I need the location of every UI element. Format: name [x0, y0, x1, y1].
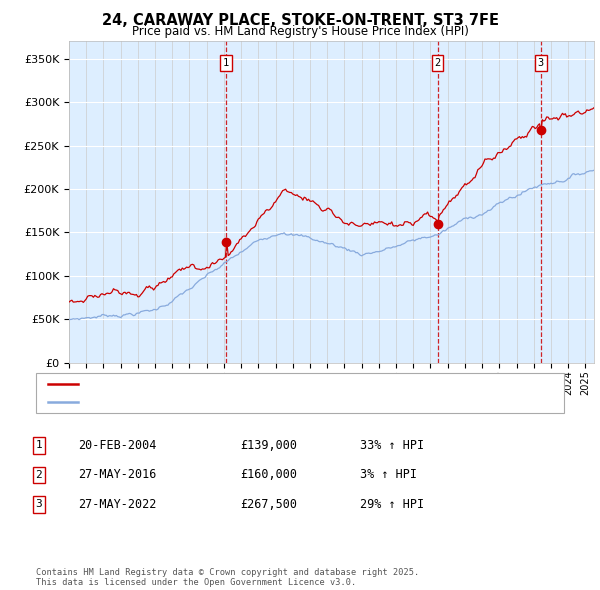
Text: 29% ↑ HPI: 29% ↑ HPI: [360, 498, 424, 511]
Text: 20-FEB-2004: 20-FEB-2004: [78, 439, 157, 452]
Text: 33% ↑ HPI: 33% ↑ HPI: [360, 439, 424, 452]
Text: 3: 3: [538, 58, 544, 68]
Text: 2: 2: [434, 58, 440, 68]
Text: £267,500: £267,500: [240, 498, 297, 511]
Text: 3: 3: [35, 500, 43, 509]
Text: 24, CARAWAY PLACE, STOKE-ON-TRENT, ST3 7FE (detached house): 24, CARAWAY PLACE, STOKE-ON-TRENT, ST3 7…: [84, 379, 431, 389]
Text: £160,000: £160,000: [240, 468, 297, 481]
Text: £139,000: £139,000: [240, 439, 297, 452]
Text: Price paid vs. HM Land Registry's House Price Index (HPI): Price paid vs. HM Land Registry's House …: [131, 25, 469, 38]
Text: 3% ↑ HPI: 3% ↑ HPI: [360, 468, 417, 481]
Text: 27-MAY-2016: 27-MAY-2016: [78, 468, 157, 481]
Text: Contains HM Land Registry data © Crown copyright and database right 2025.
This d: Contains HM Land Registry data © Crown c…: [36, 568, 419, 587]
Text: 27-MAY-2022: 27-MAY-2022: [78, 498, 157, 511]
Text: HPI: Average price, detached house, Stoke-on-Trent: HPI: Average price, detached house, Stok…: [84, 396, 352, 407]
Text: 1: 1: [35, 441, 43, 450]
Text: 2: 2: [35, 470, 43, 480]
Text: 1: 1: [223, 58, 229, 68]
Text: 24, CARAWAY PLACE, STOKE-ON-TRENT, ST3 7FE: 24, CARAWAY PLACE, STOKE-ON-TRENT, ST3 7…: [101, 13, 499, 28]
